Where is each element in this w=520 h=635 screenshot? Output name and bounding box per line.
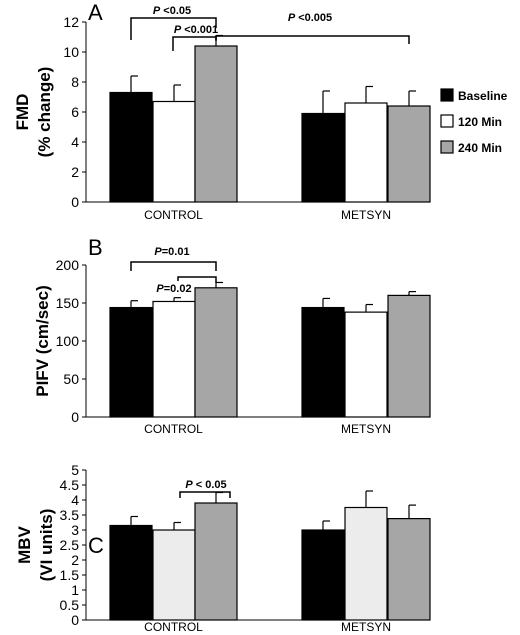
- y-tick-label: 100: [56, 333, 80, 349]
- bar-240-min-control: [194, 45, 238, 203]
- y-tick-label: 150: [56, 295, 80, 311]
- significance-bracket: [130, 261, 217, 271]
- y-axis-label: FMD (% change): [13, 67, 54, 158]
- y-axis-label-line1: FMD: [13, 94, 32, 131]
- legend-swatch-baseline: [440, 88, 454, 102]
- y-tick-label: 0.5: [60, 597, 80, 613]
- y-tick-label: 0: [71, 194, 79, 210]
- category-label-metsyn: METSYN: [341, 620, 391, 634]
- bar-baseline-metsyn: [301, 306, 345, 418]
- significance-p: P: [156, 283, 164, 295]
- bar-120-min-control: [152, 100, 196, 203]
- panel-letter: C: [88, 533, 104, 558]
- significance-p: P: [185, 479, 193, 491]
- significance-label: P <0.05: [153, 5, 191, 17]
- y-tick-label: 2.5: [60, 537, 80, 553]
- bar-240-min-metsyn: [387, 105, 431, 203]
- bar-240-min-metsyn: [387, 294, 431, 418]
- y-axis-label-line1: PIFV (cm/sec): [33, 285, 52, 397]
- bar-120-min-metsyn: [344, 102, 388, 203]
- y-axis-label-line2: (VI units): [37, 509, 56, 582]
- bar-baseline-control: [109, 524, 153, 621]
- y-tick-label: 0: [71, 612, 79, 628]
- y-tick-label: 2: [71, 552, 79, 568]
- category-label-control: CONTROL: [144, 422, 203, 436]
- y-tick-label: 1: [71, 582, 79, 598]
- y-axis-label-line1: MBV: [15, 525, 34, 563]
- bar-120-min-control: [152, 300, 196, 418]
- legend-label-baseline: Baseline: [458, 89, 508, 103]
- significance-bracket: [177, 276, 217, 283]
- bar-240-min-control: [194, 502, 238, 621]
- y-tick-label: 6: [71, 104, 79, 120]
- significance-value: =0.02: [164, 283, 192, 295]
- legend: Baseline 120 Min 240 Min: [440, 88, 508, 155]
- y-tick-label: 3: [71, 522, 79, 538]
- panel-a: A 0 2 4 6 8 10 12 FMD (% change) CONTROL METSYN P <0…: [13, 0, 431, 222]
- category-label-control: CONTROL: [144, 620, 203, 634]
- significance-value: <0.05: [160, 5, 191, 17]
- bar-120-min-metsyn: [344, 311, 388, 418]
- significance-p: P: [288, 12, 296, 24]
- significance-p: P: [153, 5, 161, 17]
- y-tick-label: 200: [56, 257, 80, 273]
- significance-label: P <0.001: [174, 24, 218, 36]
- legend-swatch-240-min: [440, 140, 454, 154]
- category-label-control: CONTROL: [144, 208, 203, 222]
- legend-label-240-min: 240 Min: [458, 141, 502, 155]
- category-label-metsyn: METSYN: [341, 422, 391, 436]
- significance-label: P < 0.05: [185, 479, 226, 491]
- significance-label: P <0.005: [288, 12, 332, 24]
- y-axis-label-line2: (% change): [35, 67, 54, 158]
- y-axis-label: MBV (VI units): [15, 509, 56, 582]
- legend-swatch-120-min: [440, 114, 454, 128]
- significance-value: <0.005: [295, 12, 332, 24]
- panel-letter: A: [88, 0, 103, 25]
- bar-240-min-control: [194, 287, 238, 418]
- bar-120-min-control: [152, 529, 196, 621]
- significance-value: <0.001: [181, 24, 218, 36]
- y-tick-label: 12: [63, 14, 79, 30]
- y-tick-label: 4: [71, 134, 79, 150]
- bar-120-min-metsyn: [344, 506, 388, 621]
- significance-p: P: [154, 246, 162, 258]
- bar-baseline-control: [109, 306, 153, 418]
- y-axis-label: PIFV (cm/sec): [33, 285, 52, 397]
- bar-baseline-control: [109, 91, 153, 203]
- y-tick-label: 3.5: [60, 507, 80, 523]
- bar-baseline-metsyn: [301, 112, 345, 203]
- y-tick-label: 4.5: [60, 477, 80, 493]
- y-tick-label: 4: [71, 492, 79, 508]
- y-tick-label: 1.5: [60, 567, 80, 583]
- significance-value: =0.01: [162, 246, 190, 258]
- y-tick-label: 50: [63, 371, 79, 387]
- significance-value: < 0.05: [193, 479, 227, 491]
- panel-c: C 00.511.522.533.544.55 MBV (VI units) CONTR…: [15, 462, 431, 634]
- panel-letter: B: [88, 235, 103, 260]
- y-tick-label: 0: [71, 409, 79, 425]
- significance-bracket: [130, 17, 217, 40]
- significance-bracket: [215, 35, 410, 44]
- bar-baseline-metsyn: [301, 529, 345, 621]
- significance-label: P=0.02: [156, 283, 191, 295]
- significance-p: P: [174, 24, 182, 36]
- legend-label-120-min: 120 Min: [458, 115, 502, 129]
- significance-label: P=0.01: [154, 246, 189, 258]
- category-label-metsyn: METSYN: [341, 208, 391, 222]
- bar-240-min-metsyn: [387, 517, 431, 621]
- y-tick-label: 5: [71, 462, 79, 478]
- significance-bracket: [179, 491, 231, 498]
- y-tick-label: 10: [63, 44, 79, 60]
- y-tick-label: 8: [71, 74, 79, 90]
- y-tick-label: 2: [71, 164, 79, 180]
